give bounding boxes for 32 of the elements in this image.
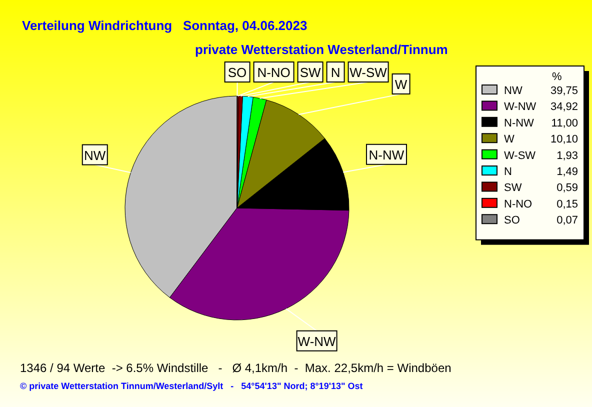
slice-label: N bbox=[330, 65, 340, 80]
legend-label: NW bbox=[504, 85, 523, 97]
slice-label: NW bbox=[84, 148, 106, 163]
chart-title: Verteilung Windrichtung Sonntag, 04.06.2023 bbox=[22, 18, 308, 33]
legend-label: W-NW bbox=[504, 101, 537, 114]
data-label: 10,10 bbox=[550, 134, 578, 146]
legend-label: N-NW bbox=[504, 117, 535, 130]
legend-label: N-NO bbox=[504, 198, 533, 210]
data-label: 39,75 bbox=[550, 85, 578, 97]
data-label: 0,07 bbox=[556, 214, 578, 227]
slice-label: W bbox=[394, 76, 408, 92]
legend-label: W bbox=[504, 134, 515, 146]
data-label: 1,49 bbox=[556, 166, 578, 178]
chart-subtitle: private Wetterstation Westerland/Tinnum bbox=[195, 42, 448, 57]
legend-label: SO bbox=[504, 214, 520, 227]
legend-label: W-SW bbox=[504, 150, 536, 162]
data-label: 34,92 bbox=[550, 101, 578, 114]
data-label: 11,00 bbox=[551, 117, 578, 130]
legend-label: SW bbox=[504, 182, 522, 194]
legend-label: N bbox=[504, 166, 512, 178]
slice-label: SW bbox=[300, 65, 322, 80]
text: 1346 / 94 Werte -> 6.5% Windstille - Ø 4,1km/h - Max. 22,5km/h = Windböen bbox=[20, 361, 452, 375]
slice-label: N-NW bbox=[368, 147, 405, 162]
data-label: 0,59 bbox=[556, 182, 578, 194]
slice-label: N-NO bbox=[257, 65, 290, 80]
slice-label: W-SW bbox=[350, 65, 388, 80]
slice-label: SO bbox=[228, 65, 247, 80]
slice-label: W-NW bbox=[298, 334, 337, 349]
legend-title: % bbox=[552, 71, 562, 83]
data-label: 0,15 bbox=[556, 198, 578, 210]
data-label: 1,93 bbox=[556, 150, 578, 162]
text: © private Wetterstation Tinnum/Westerland/Sylt - 54°54'13" Nord; 8°19'13" Ost bbox=[20, 381, 363, 391]
